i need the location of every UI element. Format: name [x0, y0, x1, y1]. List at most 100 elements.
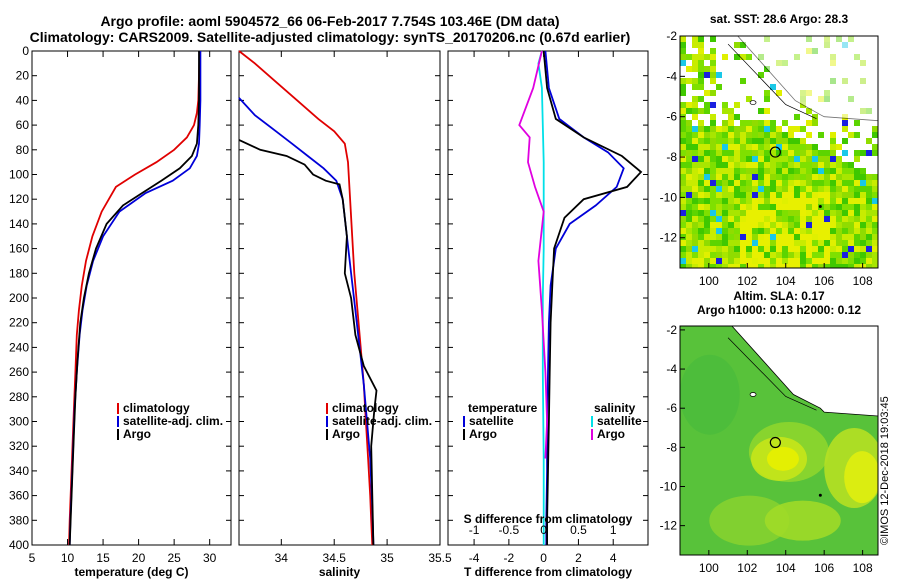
sst-pixel [704, 102, 710, 108]
sst-pixel [716, 198, 722, 204]
sst-pixel [818, 264, 824, 268]
sst-pixel [842, 120, 848, 126]
sst-pixel [782, 216, 788, 222]
difference-profile-series-s-satellite [537, 50, 545, 545]
sst-pixel [698, 60, 704, 66]
sst-pixel [830, 132, 836, 138]
sst-pixel [710, 180, 716, 186]
sst-pixel [710, 90, 716, 96]
sst-pixel [686, 162, 692, 168]
sst-pixel [848, 204, 854, 210]
sst-pixel [866, 138, 872, 144]
sst-pixel [800, 168, 806, 174]
sst-pixel [728, 258, 734, 264]
sla-map-xtick-label: 104 [776, 561, 796, 575]
sst-pixel [734, 234, 740, 240]
sst-pixel [728, 168, 734, 174]
sst-pixel [722, 132, 728, 138]
sst-pixel [848, 198, 854, 204]
sst-pixel [746, 156, 752, 162]
sst-pixel [758, 138, 764, 144]
sst-pixel [794, 228, 800, 234]
sst-map-ytick-label: -6 [666, 110, 677, 124]
sst-pixel [746, 234, 752, 240]
sst-pixel [776, 198, 782, 204]
sst-pixel [716, 264, 722, 268]
sst-pixel [746, 120, 752, 126]
depth-tick-label: 400 [9, 538, 29, 552]
sst-pixel [680, 54, 686, 60]
sst-pixel [716, 84, 722, 90]
sst-pixel [692, 258, 698, 264]
sst-pixel [722, 216, 728, 222]
sst-pixel [806, 180, 812, 186]
sst-pixel [800, 174, 806, 180]
sst-pixel [764, 150, 770, 156]
sst-pixel [830, 222, 836, 228]
sst-pixel [836, 234, 842, 240]
sst-pixel [758, 204, 764, 210]
sla-map-ytick-label: -4 [666, 362, 677, 376]
sst-pixel [872, 132, 878, 138]
sst-pixel [830, 240, 836, 246]
sst-pixel [698, 264, 704, 268]
sst-pixel [860, 252, 866, 258]
sst-pixel [842, 192, 848, 198]
sst-pixel [752, 198, 758, 204]
sst-pixel [680, 120, 686, 126]
sst-pixel [698, 96, 704, 102]
sst-pixel [764, 108, 770, 114]
sst-pixel [758, 240, 764, 246]
sst-pixel [692, 108, 698, 114]
sst-pixel [740, 252, 746, 258]
sst-pixel [752, 126, 758, 132]
difference-profile-series-t-satellite [544, 50, 625, 545]
sst-pixel [686, 252, 692, 258]
temperature-profile-frame [31, 50, 232, 546]
sla-anomaly-blob [709, 495, 790, 546]
sst-pixel [788, 198, 794, 204]
depth-tick-label: 280 [9, 390, 29, 404]
sst-pixel [740, 264, 746, 268]
sst-pixel [734, 114, 740, 120]
sst-pixel [704, 150, 710, 156]
sst-pixel [824, 156, 830, 162]
sst-pixel [812, 222, 818, 228]
sst-pixel [740, 258, 746, 264]
sst-pixel [704, 204, 710, 210]
sst-pixel [782, 150, 788, 156]
sst-pixel [770, 168, 776, 174]
sst-pixel [710, 246, 716, 252]
sst-pixel [686, 192, 692, 198]
depth-tick-label: 220 [9, 316, 29, 330]
sst-pixel [704, 174, 710, 180]
sst-pixel [752, 252, 758, 258]
sst-pixel [698, 156, 704, 162]
sst-pixel [686, 210, 692, 216]
difference-profile-xtick-label: 4 [610, 551, 617, 565]
sst-pixel [698, 186, 704, 192]
sst-pixel [746, 228, 752, 234]
sst-pixel [686, 186, 692, 192]
sst-pixel [788, 222, 794, 228]
sst-pixel [716, 186, 722, 192]
legend-label: satellite-adj. clim. [123, 414, 223, 428]
sst-pixel [740, 144, 746, 150]
sst-pixel [686, 168, 692, 174]
sst-pixel [794, 210, 800, 216]
temperature-profile-xtick-label: 25 [167, 551, 181, 565]
sla-map-xtick-label: 102 [737, 561, 757, 575]
sst-pixel [710, 114, 716, 120]
sdiff-tick-label: -1 [469, 523, 480, 537]
sst-pixel [686, 132, 692, 138]
sst-pixel [746, 132, 752, 138]
sla-map-ytick-label: -2 [666, 323, 677, 337]
sst-pixel [818, 240, 824, 246]
sst-pixel [704, 180, 710, 186]
sst-pixel [746, 96, 752, 102]
sst-pixel [872, 150, 878, 156]
sst-pixel [722, 180, 728, 186]
sst-pixel [716, 174, 722, 180]
sst-pixel [734, 192, 740, 198]
sst-pixel [734, 156, 740, 162]
